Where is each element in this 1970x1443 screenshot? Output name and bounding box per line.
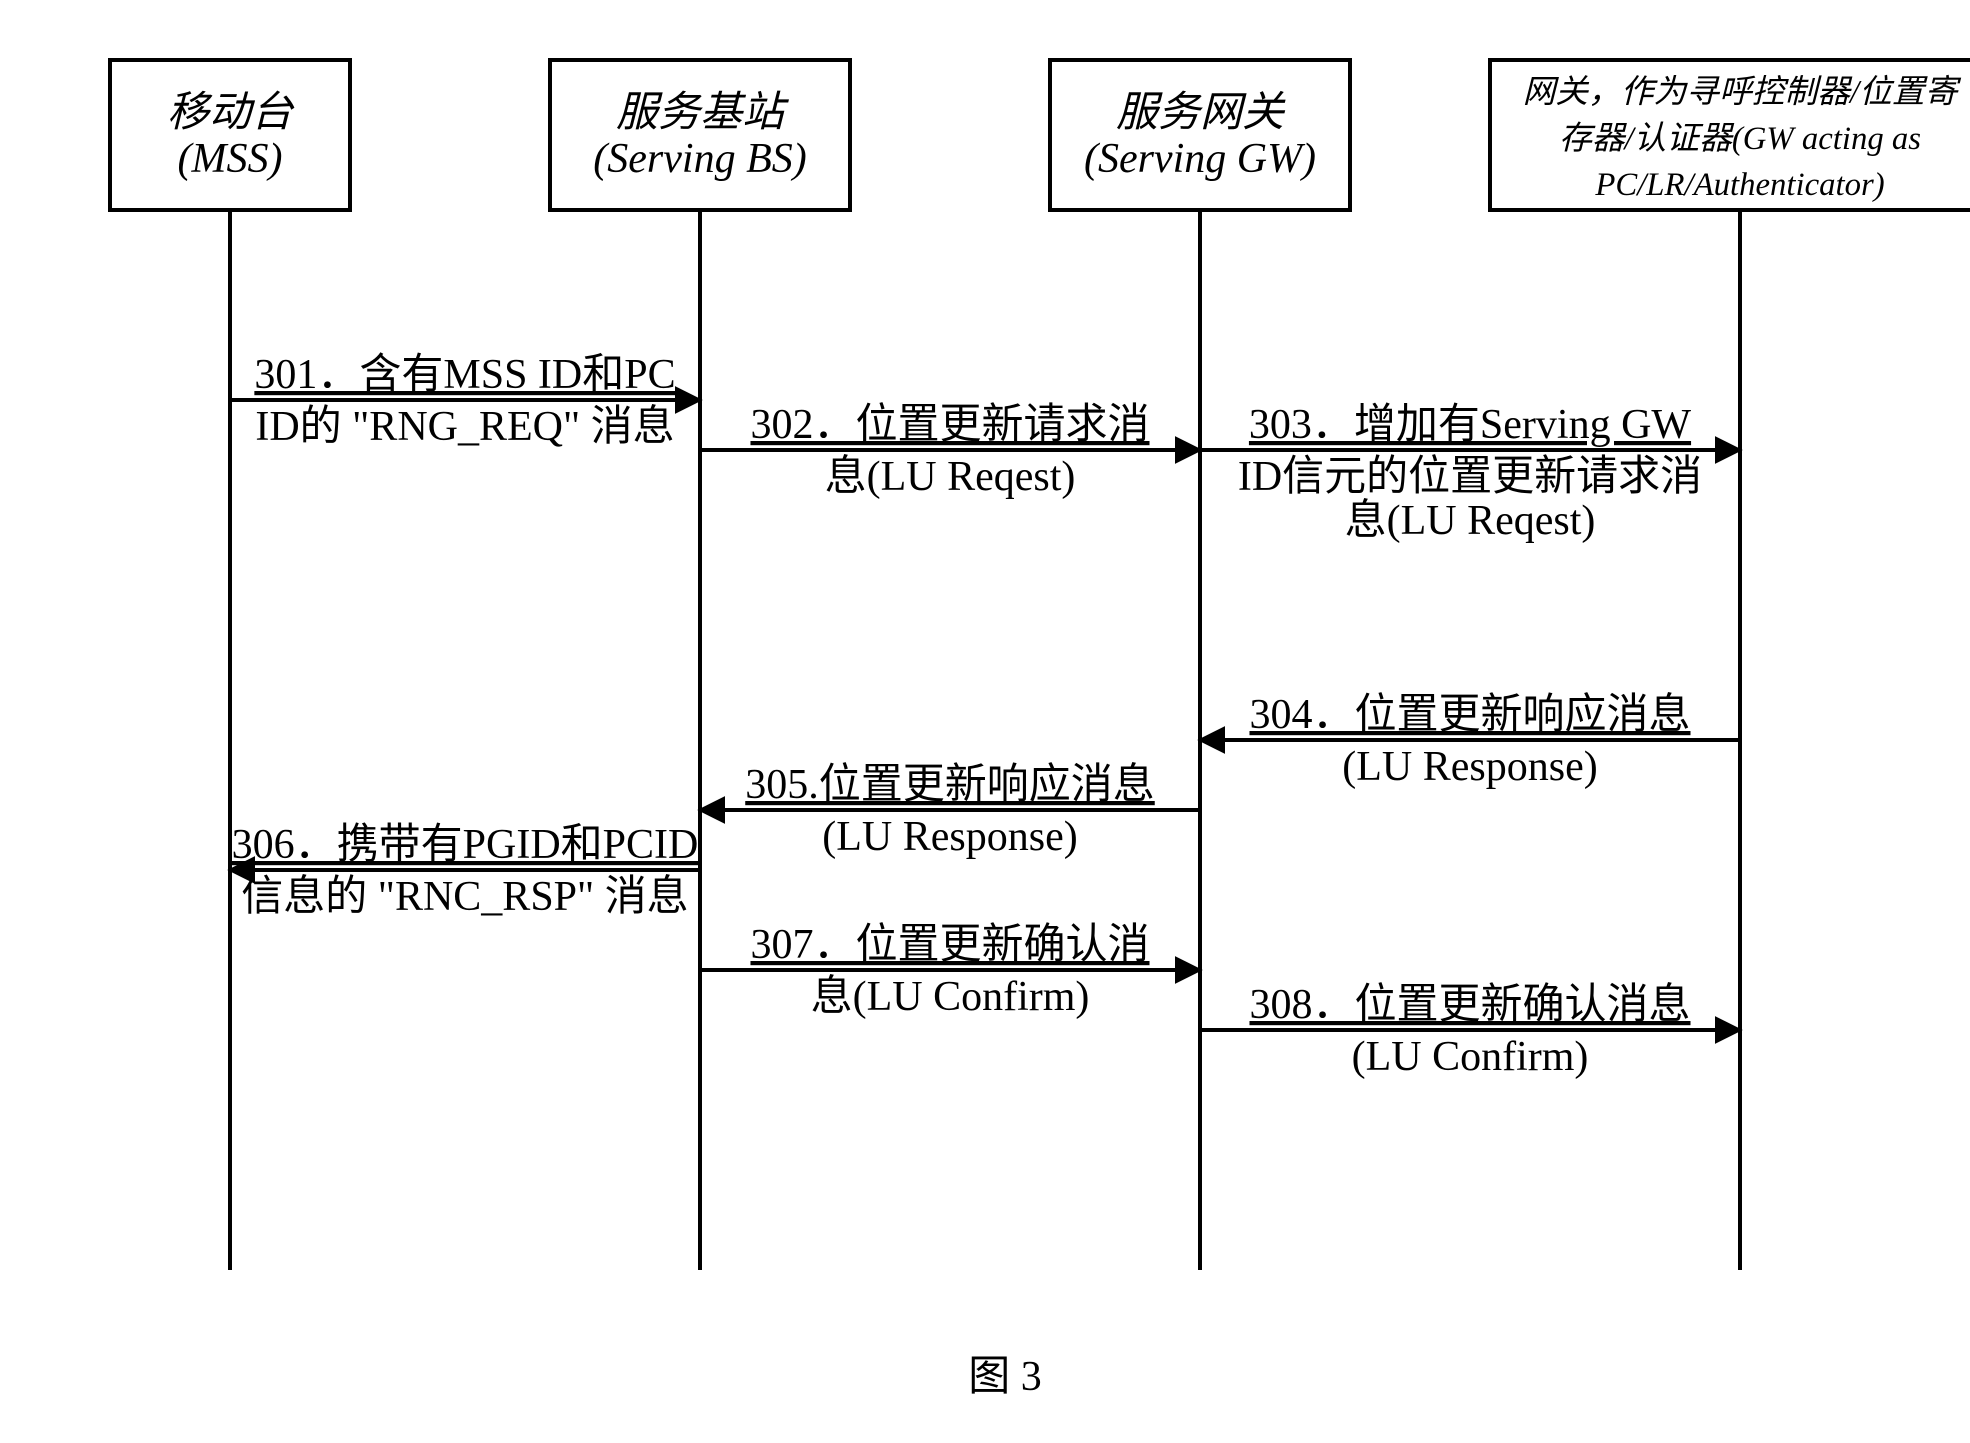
- message-label-below-5: (LU Response): [822, 814, 1077, 860]
- figure-caption: 图 3: [968, 1354, 1042, 1400]
- message-label-above-7: 307．位置更新确认消: [750, 921, 1149, 968]
- message-label-above-1: 301．含有MSS ID和PC: [254, 352, 675, 398]
- message-label-above-4: 304．位置更新响应消息: [1249, 691, 1690, 738]
- message-label-below-2: 息(LU Reqest): [825, 453, 1076, 500]
- message-label-above-2: 302．位置更新请求消: [750, 401, 1149, 448]
- message-label-above-3: 303．增加有Serving GW: [1249, 402, 1691, 448]
- sequence-diagram: 移动台(MSS) 服务基站(Serving BS) 服务网关(Serving GW)…: [20, 20, 1970, 1423]
- message-label-below-6: 信息的 "RNC_RSP" 消息: [241, 873, 688, 920]
- actor-label-mss: (MSS): [178, 136, 283, 182]
- actor-label-bs: (Serving BS): [593, 136, 806, 182]
- actor-label-gw: (Serving GW): [1084, 136, 1316, 182]
- message-label-above-5: 305.位置更新响应消息: [745, 761, 1155, 808]
- actor-label-mss: 移动台: [167, 90, 295, 136]
- message-label-below-7: 息(LU Confirm): [811, 973, 1090, 1020]
- actor-label-bs: 服务基站: [616, 90, 789, 136]
- actor-label-pc: 存器/认证器(GW acting as: [1559, 121, 1921, 157]
- message-label-below-8: (LU Confirm): [1352, 1034, 1589, 1080]
- message-label-above-8: 308．位置更新确认消息: [1249, 981, 1690, 1028]
- actor-label-gw: 服务网关: [1116, 90, 1286, 136]
- message-label-above-6: 306．携带有PGID和PCID: [232, 822, 699, 868]
- message-label-below-4: (LU Response): [1342, 744, 1597, 790]
- actor-label-pc: 网关，作为寻呼控制器/位置寄: [1523, 75, 1962, 111]
- message-label-below-1: ID的 "RNG_REQ" 消息: [255, 403, 674, 450]
- message-label-below-3: ID信元的位置更新请求消: [1238, 453, 1702, 500]
- actor-label-pc: PC/LR/Authenticator): [1594, 167, 1884, 203]
- message-label-below-3: 息(LU Reqest): [1345, 497, 1596, 544]
